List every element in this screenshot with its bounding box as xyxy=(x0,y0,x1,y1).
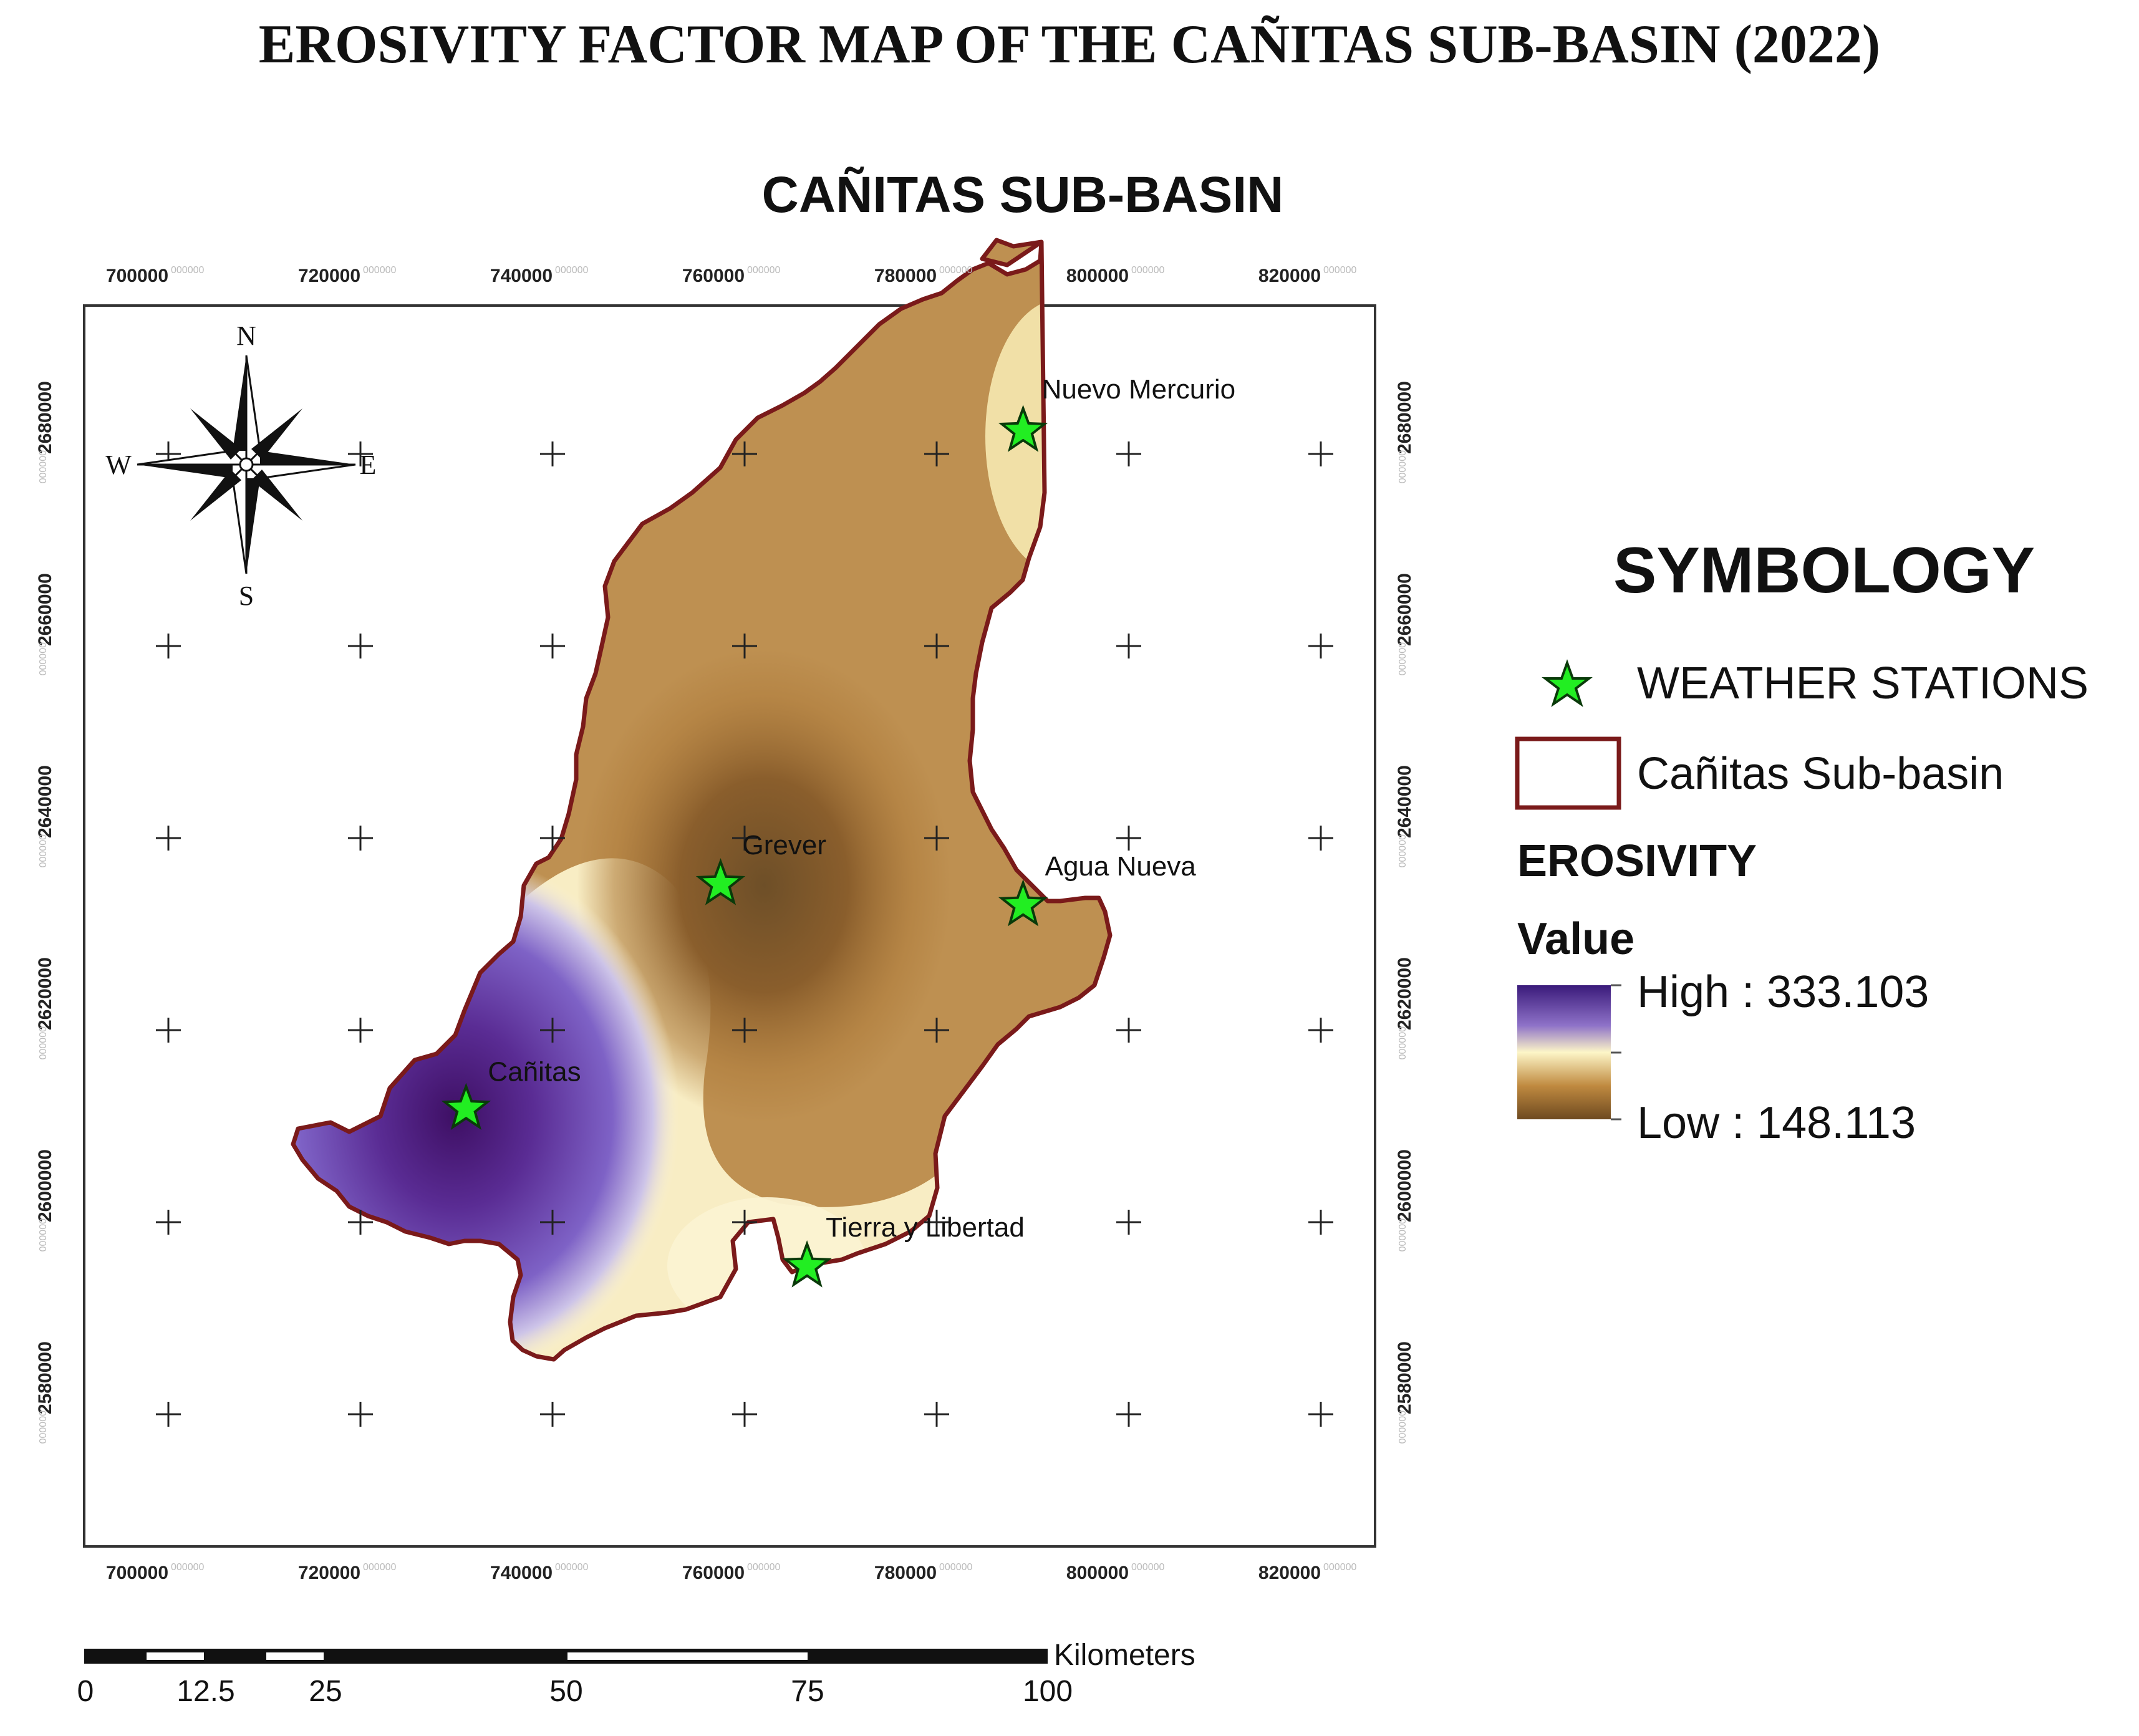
scale-bar: Kilometers 0 12.5 25 50 75 100 xyxy=(77,1639,1195,1708)
x-tick-label-bottom: 740000 xyxy=(490,1563,553,1583)
compass-w-label: W xyxy=(105,450,132,480)
legend-station-star-icon xyxy=(1542,659,1593,707)
x-tick-label-bottom: 800000 xyxy=(1066,1563,1129,1583)
y-tick-label-left-suffix: 000000 xyxy=(38,1410,49,1444)
x-tick-label-bottom: 760000 xyxy=(682,1563,745,1583)
legend: SYMBOLOGY WEATHER STATIONS Cañitas Sub-b… xyxy=(1515,534,2088,1148)
scale-label-12-5: 12.5 xyxy=(176,1675,234,1708)
x-tick-label-top-suffix: 000000 xyxy=(939,265,972,276)
weather-station-label: Agua Nueva xyxy=(1045,851,1197,882)
y-tick-label-right-suffix: 000000 xyxy=(1398,1410,1408,1444)
scale-label-25: 25 xyxy=(309,1675,342,1708)
x-tick-label-top-suffix: 000000 xyxy=(555,265,588,276)
x-tick-label-top-suffix: 000000 xyxy=(747,265,780,276)
y-tick-label-right: 2680000 xyxy=(1394,381,1415,454)
legend-high-label: High : 333.103 xyxy=(1637,967,1929,1017)
y-tick-label-left: 2660000 xyxy=(35,573,56,646)
y-tick-label-left-suffix: 000000 xyxy=(38,1026,49,1059)
weather-station-label: Grever xyxy=(743,830,826,861)
x-tick-label-bottom-suffix: 000000 xyxy=(363,1562,396,1573)
legend-erosivity-heading: EROSIVITY xyxy=(1517,836,1757,886)
weather-station-label: Nuevo Mercurio xyxy=(1042,374,1236,405)
compass-e-label: E xyxy=(360,450,377,480)
x-tick-label-bottom: 780000 xyxy=(874,1563,937,1583)
y-tick-label-left: 2680000 xyxy=(35,381,56,454)
y-tick-label-left: 2600000 xyxy=(35,1149,56,1222)
main-title: EROSIVITY FACTOR MAP OF THE CAÑITAS SUB-… xyxy=(259,14,1880,75)
scale-unit-label: Kilometers xyxy=(1054,1639,1195,1672)
legend-basin-swatch xyxy=(1515,736,1621,810)
x-axis-top: 700000 000000 720000 000000 740000 000000 7600… xyxy=(106,265,1357,286)
x-tick-label-bottom-suffix: 000000 xyxy=(939,1562,972,1573)
x-tick-label-bottom-suffix: 000000 xyxy=(171,1562,204,1573)
x-axis-bottom: 700000 000000 720000 000000 740000 000000 7600… xyxy=(106,1562,1357,1583)
y-tick-label-left: 2640000 xyxy=(35,765,56,838)
legend-basin-label: Cañitas Sub-basin xyxy=(1637,749,2004,799)
x-tick-label-bottom-suffix: 000000 xyxy=(1323,1562,1356,1573)
x-tick-label-top-suffix: 000000 xyxy=(1131,265,1164,276)
legend-stations-label: WEATHER STATIONS xyxy=(1637,658,2088,708)
x-tick-label-top: 780000 xyxy=(874,266,937,286)
compass-rose-icon: N S E W xyxy=(105,321,376,611)
legend-title: SYMBOLOGY xyxy=(1613,534,2035,607)
y-tick-label-right-suffix: 000000 xyxy=(1398,450,1408,483)
y-tick-label-left: 2620000 xyxy=(35,957,56,1030)
x-tick-label-top: 720000 xyxy=(298,266,360,286)
legend-value-heading: Value xyxy=(1517,914,1634,964)
scale-label-50: 50 xyxy=(549,1675,582,1708)
y-tick-label-right-suffix: 000000 xyxy=(1398,1026,1408,1059)
scale-label-100: 100 xyxy=(1023,1675,1073,1708)
y-tick-label-right: 2600000 xyxy=(1394,1149,1415,1222)
x-tick-label-bottom: 820000 xyxy=(1258,1563,1321,1583)
x-tick-label-top: 800000 xyxy=(1066,266,1129,286)
y-tick-label-right-suffix: 000000 xyxy=(1398,642,1408,675)
compass-s-label: S xyxy=(239,581,254,611)
x-tick-label-bottom-suffix: 000000 xyxy=(1131,1562,1164,1573)
y-tick-label-left: 2580000 xyxy=(35,1341,56,1414)
y-tick-label-right: 2580000 xyxy=(1394,1341,1415,1414)
map-title: CAÑITAS SUB-BASIN xyxy=(762,166,1284,223)
x-tick-label-bottom-suffix: 000000 xyxy=(555,1562,588,1573)
graticule xyxy=(156,441,1333,1427)
y-tick-label-right-suffix: 000000 xyxy=(1398,834,1408,867)
legend-color-ramp xyxy=(1517,985,1611,1119)
x-tick-label-top: 820000 xyxy=(1258,266,1321,286)
x-tick-label-top-suffix: 000000 xyxy=(1323,265,1356,276)
x-tick-label-bottom: 720000 xyxy=(298,1563,360,1583)
y-tick-label-right-suffix: 000000 xyxy=(1398,1218,1408,1251)
weather-station-star-icon xyxy=(782,1240,832,1288)
x-tick-label-bottom-suffix: 000000 xyxy=(747,1562,780,1573)
weather-stations-layer: Nuevo Mercurio Grever Agua Nueva Cañitas Tie… xyxy=(441,374,1236,1288)
weather-station-star-icon xyxy=(695,858,746,905)
weather-station-label: Cañitas xyxy=(488,1056,581,1087)
y-tick-label-right: 2620000 xyxy=(1394,957,1415,1030)
weather-station-star-icon xyxy=(441,1083,491,1131)
y-tick-label-left-suffix: 000000 xyxy=(38,642,49,675)
y-tick-label-left-suffix: 000000 xyxy=(38,834,49,867)
x-tick-label-bottom: 700000 xyxy=(106,1563,168,1583)
x-tick-label-top-suffix: 000000 xyxy=(363,265,396,276)
x-tick-label-top: 700000 xyxy=(106,266,168,286)
basin-outline xyxy=(291,238,1113,1362)
y-tick-label-left-suffix: 000000 xyxy=(38,1218,49,1251)
y-axis-right: 2680000000000266000000000026400000000002… xyxy=(1394,381,1415,1444)
x-tick-label-top: 760000 xyxy=(682,266,745,286)
weather-station-star-icon xyxy=(998,405,1048,452)
x-tick-label-top-suffix: 000000 xyxy=(171,265,204,276)
y-tick-label-right: 2660000 xyxy=(1394,573,1415,646)
y-tick-label-left-suffix: 000000 xyxy=(38,450,49,483)
compass-n-label: N xyxy=(236,321,256,351)
scale-label-0: 0 xyxy=(77,1675,94,1708)
scale-label-75: 75 xyxy=(791,1675,824,1708)
weather-station-label: Tierra y Libertad xyxy=(826,1212,1025,1243)
x-tick-label-top: 740000 xyxy=(490,266,553,286)
legend-low-label: Low : 148.113 xyxy=(1637,1098,1916,1148)
y-tick-label-right: 2640000 xyxy=(1394,765,1415,838)
y-axis-left: 2680000000000266000000000026400000000002… xyxy=(35,381,56,1444)
weather-station-star-icon xyxy=(998,879,1048,927)
